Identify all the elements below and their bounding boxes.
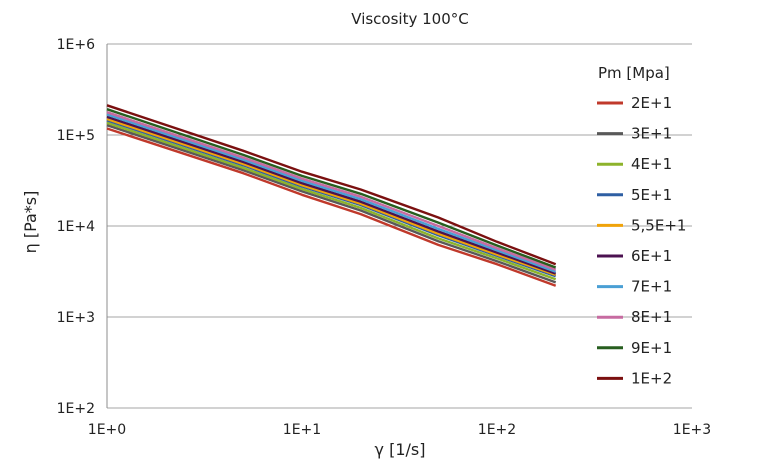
- legend-label: 8E+1: [631, 308, 672, 326]
- x-tick-label: 1E+1: [283, 422, 321, 438]
- series-lines: [106, 104, 557, 287]
- series-line: [106, 121, 557, 281]
- y-tick-label: 1E+2: [57, 401, 95, 417]
- legend-label: 4E+1: [631, 155, 672, 173]
- legend-label: 7E+1: [631, 278, 672, 296]
- legend-title: Pm [Mpa]: [598, 64, 670, 82]
- legend-label: 6E+1: [631, 247, 672, 265]
- legend-label: 5E+1: [631, 186, 672, 204]
- y-tick-label: 1E+4: [57, 219, 95, 235]
- x-tick-label: 1E+2: [478, 422, 516, 438]
- legend-label: 9E+1: [631, 339, 672, 357]
- legend-label: 2E+1: [631, 94, 672, 112]
- series-line: [106, 127, 557, 287]
- legend-items: 2E+1 3E+1 4E+1 5E+1 5,5E+1 6E+1 7E+1 8E+1 9E+1 1E…: [597, 94, 686, 387]
- series-line: [106, 104, 557, 266]
- series-line: [106, 115, 557, 275]
- series-line: [106, 113, 557, 273]
- x-tick-label: 1E+0: [88, 422, 126, 438]
- legend-label: 3E+1: [631, 125, 672, 143]
- legend-label: 5,5E+1: [631, 216, 686, 234]
- y-tick-label: 1E+3: [57, 310, 95, 326]
- series-line: [106, 124, 557, 284]
- chart-title: Viscosity 100°C: [351, 10, 468, 28]
- x-tick-labels: 1E+0 1E+1 1E+2 1E+3: [88, 422, 711, 438]
- y-tick-labels: 1E+2 1E+3 1E+4 1E+5 1E+6: [57, 37, 95, 417]
- series-line: [106, 111, 557, 271]
- y-axis-label: η [Pa*s]: [21, 191, 40, 254]
- series-line: [106, 108, 557, 269]
- x-axis-label: γ [1/s]: [375, 440, 426, 459]
- legend: Pm [Mpa] 2E+1 3E+1 4E+1 5E+1 5,5E+1 6E+1 7E+1 8…: [597, 64, 686, 387]
- x-tick-label: 1E+3: [673, 422, 711, 438]
- y-tick-label: 1E+6: [57, 37, 95, 53]
- legend-label: 1E+2: [631, 369, 672, 387]
- y-tick-label: 1E+5: [57, 128, 95, 144]
- series-line: [106, 117, 557, 277]
